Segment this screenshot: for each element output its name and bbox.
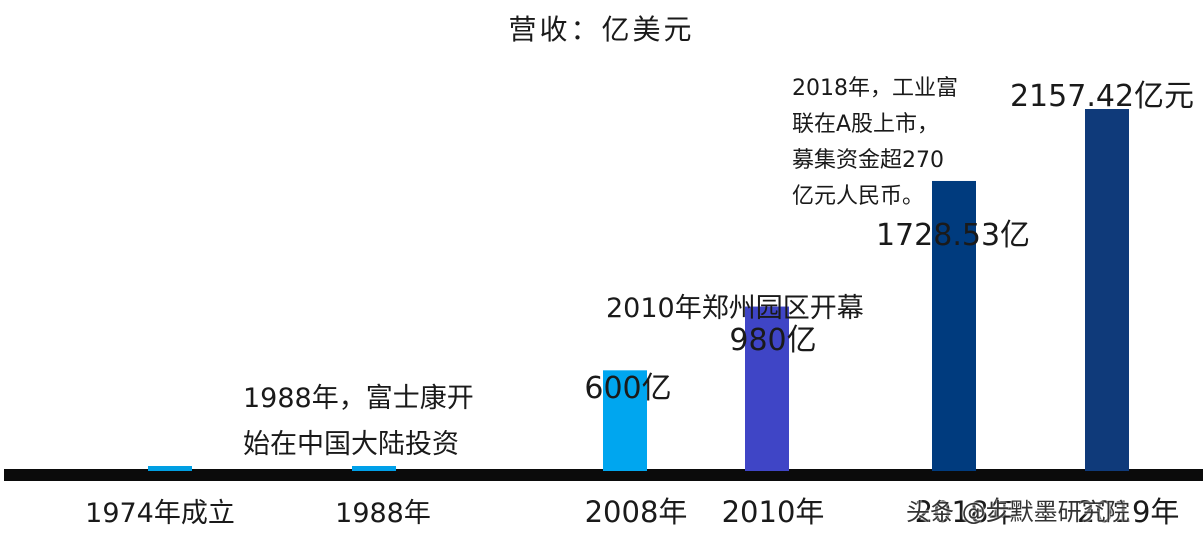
annotation-2018-line2: 联在A股上市， [792,112,940,137]
chart-title: 营收：亿美元 [508,13,695,46]
x-tick-label-2: 2008年 [585,495,688,529]
watermark: 头条 @步默墨研究院 [906,498,1130,526]
data-label-4: 1728.53亿 [876,218,1030,253]
data-label-2: 600亿 [584,371,671,406]
bar-1 [352,466,396,471]
bar-0 [148,466,192,471]
bar-5 [1085,109,1129,471]
annotation-1988-line1: 1988年，富士康开 [243,383,474,414]
annotation-2010-zhengzhou: 2010年郑州园区开幕 [606,293,864,324]
data-label-5: 2157.42亿元 [1010,79,1194,114]
bar-2 [603,370,647,471]
x-tick-label-3: 2010年 [722,495,825,529]
x-tick-label-5: 2019年 [1077,495,1180,529]
annotation-1988-line2: 始在中国大陆投资 [243,429,459,460]
annotation-2018-line3: 募集资金超270 [792,148,944,173]
bar-3 [745,306,789,471]
data-label-3: 980亿 [729,323,816,358]
annotation-2018-line4: 亿元人民币。 [792,184,925,209]
annotation-2018-line1: 2018年，工业富 [792,76,958,101]
x-tick-label-4: 2018年 [915,495,1018,529]
x-axis-baseline [4,469,1203,481]
x-tick-label-0: 1974年成立 [85,498,235,529]
bar-4 [932,180,976,471]
x-tick-label-1: 1988年 [335,498,431,529]
